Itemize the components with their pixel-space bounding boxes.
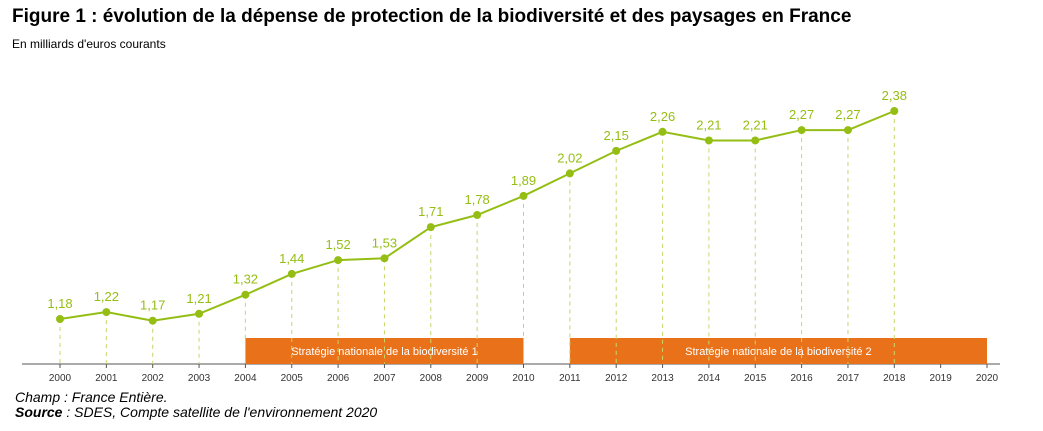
x-tick-label: 2010: [512, 373, 535, 384]
source-text: : SDES, Compte satellite de l'environnem…: [62, 404, 378, 420]
data-point: [380, 254, 389, 263]
data-point: [195, 309, 204, 318]
data-point: [334, 256, 343, 265]
data-label: 1,17: [140, 298, 165, 313]
data-point: [565, 169, 574, 178]
data-point: [473, 211, 482, 220]
data-label: 2,26: [650, 109, 675, 124]
data-point: [843, 126, 852, 135]
data-label: 2,02: [557, 150, 582, 165]
data-label: 1,32: [233, 272, 258, 287]
x-tick-label: 2005: [281, 373, 304, 384]
data-point: [704, 136, 713, 145]
x-tick-label: 2019: [930, 373, 953, 384]
data-point: [612, 146, 621, 155]
data-label: 2,15: [604, 128, 629, 143]
x-tick-label: 2012: [605, 373, 628, 384]
x-tick-label: 2014: [698, 373, 721, 384]
x-tick-label: 2007: [373, 373, 396, 384]
x-tick-label: 2015: [744, 373, 767, 384]
x-tick-label: 2003: [188, 373, 211, 384]
x-tick-label: 2011: [559, 373, 581, 384]
data-label: 1,18: [47, 296, 72, 311]
data-label: 1,71: [418, 204, 443, 219]
chart-subtitle: En milliards d'euros courants: [12, 37, 166, 51]
drop-lines: [59, 111, 895, 364]
data-point: [56, 315, 64, 323]
data-point: [751, 136, 760, 145]
data-label: 1,89: [511, 173, 536, 188]
data-point: [148, 316, 157, 325]
data-labels: 1,18 1,22 1,17 1,21 1,32 1,44 1,52 1,53 1,71 1,78…: [47, 88, 907, 313]
strategy-period-bar: [569, 338, 987, 364]
data-label: 1,52: [325, 237, 350, 252]
scope-note: Champ : France Entière.: [15, 389, 168, 405]
data-label: 2,27: [835, 107, 860, 122]
data-label: 2,21: [743, 117, 768, 132]
x-tick-label: 2006: [327, 373, 350, 384]
x-tick-label: 2002: [142, 373, 165, 384]
source-note: Source : SDES, Compte satellite de l'env…: [15, 404, 377, 420]
x-tick-label: 2020: [976, 373, 999, 384]
data-label: 2,27: [789, 107, 814, 122]
data-label: 1,21: [186, 291, 211, 306]
x-tick-label: 2016: [790, 373, 813, 384]
x-tick-label: 2000: [49, 373, 72, 384]
data-label: 2,38: [882, 88, 907, 103]
strategy-period-label: Stratégie nationale de la biodiversité 2: [685, 346, 872, 358]
data-point: [426, 223, 435, 232]
x-tick-label: 2017: [837, 373, 860, 384]
data-points: [56, 107, 899, 325]
data-label: 1,78: [464, 192, 489, 207]
x-tick-label: 2008: [420, 373, 443, 384]
data-label: 1,22: [94, 289, 119, 304]
x-axis-ticks: 2000 2001 2002 2003 2004 2005 2006 2007 2008 2009…: [49, 364, 999, 384]
chart-title: Figure 1 : évolution de la dépense de pr…: [12, 6, 852, 27]
source-label: Source: [15, 404, 63, 420]
data-point: [241, 290, 250, 299]
data-point: [890, 107, 899, 116]
x-tick-label: 2001: [95, 373, 118, 384]
data-point: [519, 191, 528, 200]
data-point: [287, 269, 296, 278]
data-point: [102, 308, 111, 317]
x-tick-label: 2004: [234, 373, 257, 384]
x-tick-label: 2009: [466, 373, 489, 384]
data-point: [658, 127, 667, 136]
data-label: 1,44: [279, 251, 304, 266]
data-label: 1,53: [372, 235, 397, 250]
data-label: 2,21: [696, 117, 721, 132]
x-tick-label: 2013: [651, 373, 674, 384]
x-tick-label: 2018: [883, 373, 906, 384]
data-point: [797, 126, 806, 135]
